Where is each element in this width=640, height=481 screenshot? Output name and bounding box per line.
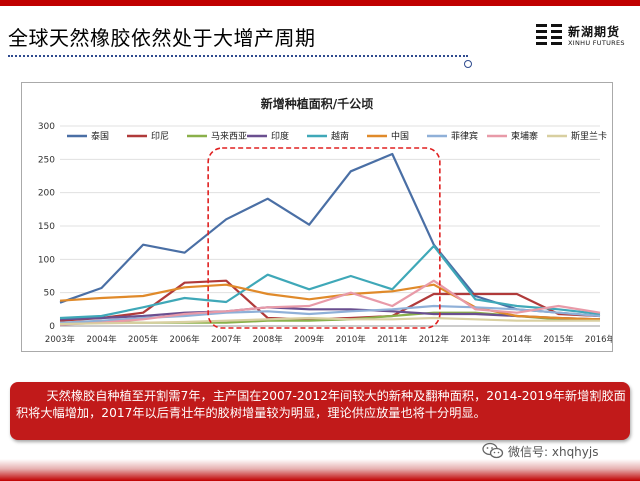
series-line xyxy=(59,316,600,326)
top-accent-bar xyxy=(0,0,640,6)
legend-entry: 马来西亚 xyxy=(211,131,247,142)
company-logo: 新湖期货 XINHU FUTURES xyxy=(534,20,634,56)
series-line xyxy=(59,152,601,318)
caption-text: 天然橡胶自种植至开割需7年，主产国在2007-2012年间较大的新种及翻种面积，… xyxy=(16,389,626,420)
x-tick-label: 2016年 xyxy=(585,334,612,345)
series-line xyxy=(59,244,601,320)
x-tick-label: 2012年 xyxy=(419,334,450,345)
title-underline xyxy=(8,55,468,57)
title-underline-dot xyxy=(464,60,472,68)
y-tick-label: 250 xyxy=(38,155,55,165)
x-tick-label: 2005年 xyxy=(128,334,159,345)
highlight-range-box xyxy=(207,147,441,329)
series-line xyxy=(59,283,601,321)
x-tick-label: 2009年 xyxy=(294,334,325,345)
wechat-watermark: 微信号: xhqhyjs xyxy=(482,442,598,462)
y-tick-label: 150 xyxy=(38,222,55,232)
legend-entry: 中国 xyxy=(391,130,409,142)
legend-entry: 菲律宾 xyxy=(451,130,478,142)
wechat-icon xyxy=(482,442,504,459)
chart-title: 新增种植面积/千公顷 xyxy=(261,96,373,111)
legend-entry: 印尼 xyxy=(151,130,169,142)
y-tick-label: 50 xyxy=(44,289,56,299)
legend-entry: 泰国 xyxy=(91,130,109,142)
watermark-text: 微信号: xhqhyjs xyxy=(508,444,599,459)
logo-mark-icon xyxy=(536,22,562,48)
y-tick-label: 200 xyxy=(38,189,55,199)
x-tick-label: 2007年 xyxy=(211,334,242,345)
y-tick-label: 300 xyxy=(38,122,55,132)
x-tick-label: 2004年 xyxy=(86,334,117,345)
series-line xyxy=(59,279,601,326)
legend-entry: 越南 xyxy=(331,130,349,142)
x-tick-label: 2014年 xyxy=(502,334,533,345)
x-tick-label: 2010年 xyxy=(336,334,367,345)
bottom-gradient-band xyxy=(0,459,640,481)
legend-entry: 斯里兰卡 xyxy=(571,130,607,142)
y-tick-label: 0 xyxy=(49,322,55,332)
slide-title: 全球天然橡胶依然处于大增产周期 xyxy=(8,26,316,50)
line-chart: 新增种植面积/千公顷 0 50 100 150 200 250 300 2003年 2004年 20… xyxy=(38,96,612,345)
legend-entry: 柬埔寨 xyxy=(511,130,538,142)
x-tick-label: 2011年 xyxy=(377,334,408,345)
legend-entry: 印度 xyxy=(271,130,289,142)
x-tick-label: 2008年 xyxy=(253,334,284,345)
logo-chinese-name: 新湖期货 xyxy=(568,25,621,39)
x-tick-label: 2006年 xyxy=(170,334,201,345)
chart-container: 新增种植面积/千公顷 0 50 100 150 200 250 300 2003年 2004年 20… xyxy=(21,82,613,352)
logo-english-name: XINHU FUTURES xyxy=(568,39,625,47)
x-tick-label: 2003年 xyxy=(45,334,76,345)
series-line xyxy=(59,279,601,322)
x-tick-label: 2015年 xyxy=(543,334,574,345)
y-tick-label: 100 xyxy=(38,255,55,265)
x-tick-label: 2013年 xyxy=(460,334,491,345)
caption-box: 天然橡胶自种植至开割需7年，主产国在2007-2012年间较大的新种及翻种面积，… xyxy=(10,382,630,440)
